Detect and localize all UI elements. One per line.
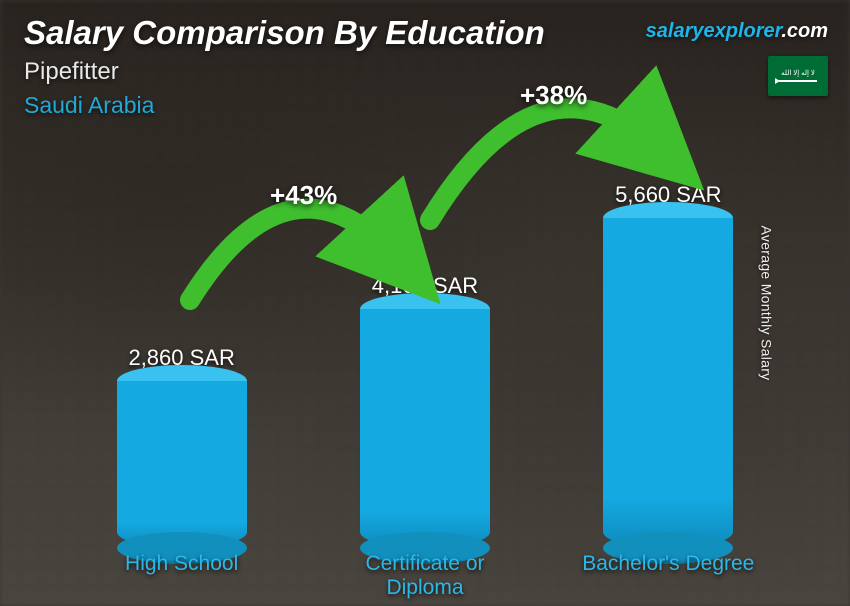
bar	[117, 381, 247, 548]
bar-group: 5,660 SAR	[568, 182, 768, 548]
chart-title: Salary Comparison By Education	[24, 14, 545, 52]
bar-chart: 2,860 SAR 4,100 SAR 5,660 SAR	[60, 138, 790, 548]
country-label: Saudi Arabia	[24, 92, 154, 119]
bar-group: 2,860 SAR	[82, 345, 282, 548]
x-axis-label: High School	[82, 552, 282, 600]
bar-group: 4,100 SAR	[325, 273, 525, 548]
brand-watermark: salaryexplorer.com	[646, 20, 828, 43]
bar	[603, 218, 733, 548]
bar	[360, 309, 490, 548]
chart-subtitle: Pipefitter	[24, 58, 119, 86]
chart-container: Salary Comparison By Education Pipefitte…	[0, 0, 850, 606]
flag-inner: لا إله إلا الله	[779, 70, 817, 83]
x-axis-label: Certificate or Diploma	[325, 552, 525, 600]
brand-domain: .com	[781, 20, 828, 42]
increase-label-1: +43%	[270, 180, 337, 211]
saudi-flag-icon: لا إله إلا الله	[768, 56, 828, 96]
brand-name: salaryexplorer	[646, 20, 782, 42]
x-axis-labels: High School Certificate or Diploma Bachelo…	[60, 552, 790, 600]
increase-label-2: +38%	[520, 80, 587, 111]
x-axis-label: Bachelor's Degree	[568, 552, 768, 600]
